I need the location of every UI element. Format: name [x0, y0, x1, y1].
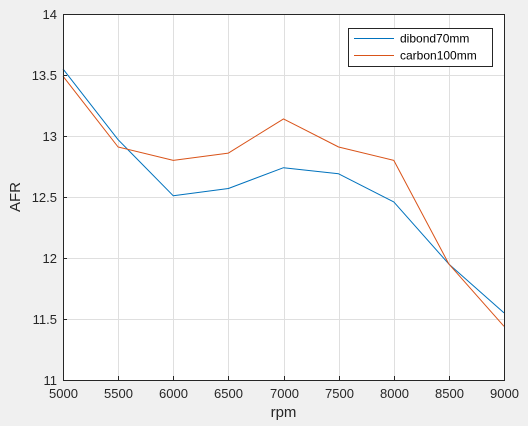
x-tick-label: 7500	[325, 386, 354, 401]
x-tick-label: 8500	[435, 386, 464, 401]
x-tick-label: 7000	[270, 386, 299, 401]
y-tick-label: 11	[44, 373, 58, 388]
legend-box	[348, 28, 493, 67]
y-tick-label: 12	[43, 251, 57, 266]
x-tick-label: 6500	[214, 386, 243, 401]
y-axis-label: AFR	[7, 182, 24, 212]
legend: dibond70mm carbon100mm	[348, 28, 493, 67]
y-tick-label: 13.5	[32, 68, 57, 83]
x-axis-label: rpm	[271, 404, 297, 421]
series-layer	[62, 68, 505, 327]
y-tick-label: 11.5	[33, 312, 57, 327]
y-tick-label: 12.5	[32, 190, 57, 205]
ticks: 5000 5500 6000 6500 7000 7500 8000 8500 9000 11 11…	[32, 7, 519, 401]
x-tick-label: 9000	[490, 386, 519, 401]
series-line-1	[62, 68, 505, 314]
legend-label-2: carbon100mm	[400, 49, 477, 63]
x-tick-label: 5000	[49, 386, 78, 401]
y-tick-label: 14	[43, 7, 57, 22]
x-tick-label: 8000	[380, 386, 409, 401]
x-tick-label: 5500	[104, 386, 133, 401]
x-tick-label: 6000	[159, 386, 188, 401]
legend-label-1: dibond70mm	[400, 32, 469, 46]
y-tick-label: 13	[43, 129, 57, 144]
series-line-2	[62, 75, 505, 327]
